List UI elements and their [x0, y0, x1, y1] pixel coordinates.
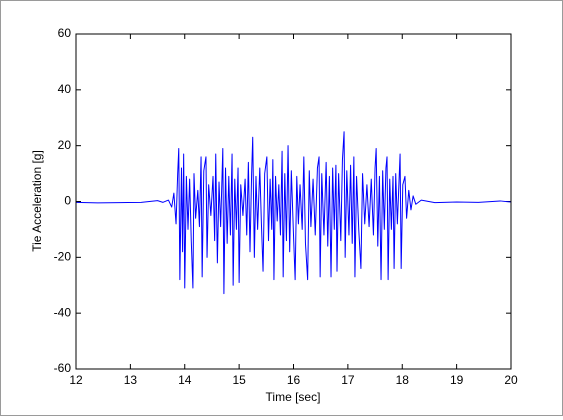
x-tick-label: 18 — [396, 373, 410, 387]
x-tick-label: 14 — [178, 373, 192, 387]
x-tick-label: 20 — [504, 373, 518, 387]
x-axis-label: Time [sec] — [266, 390, 321, 404]
x-tick-label: 16 — [287, 373, 301, 387]
y-tick-label: 40 — [58, 82, 72, 96]
y-tick-label: -20 — [54, 250, 72, 264]
x-tick-label: 13 — [124, 373, 138, 387]
x-tick-label: 15 — [232, 373, 246, 387]
plot-area — [76, 34, 511, 369]
data-line — [75, 131, 512, 295]
axes-box — [75, 33, 512, 370]
x-tick-label: 17 — [341, 373, 355, 387]
y-tick-label: 60 — [58, 26, 72, 40]
x-tick-label: 19 — [450, 373, 464, 387]
y-tick-label: 20 — [58, 138, 72, 152]
y-axis-label: Tie Acceleration [g] — [30, 150, 44, 252]
y-tick-label: 0 — [64, 194, 71, 208]
y-tick-label: -60 — [54, 361, 72, 375]
x-tick-label: 12 — [69, 373, 83, 387]
y-tick-label: -40 — [54, 305, 72, 319]
